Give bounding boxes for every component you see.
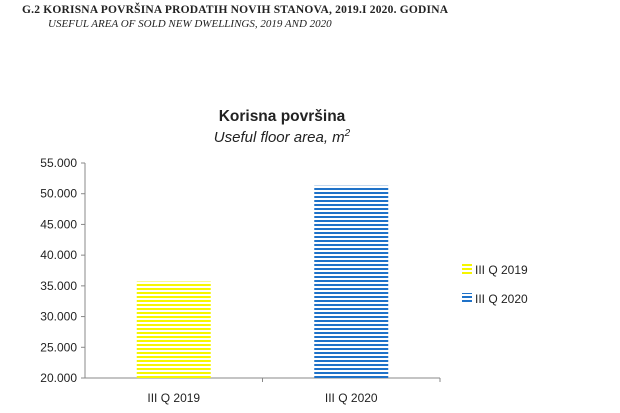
- document-header: G.2 KORISNA POVRŠINA PRODATIH NOVIH STAN…: [22, 4, 448, 30]
- bar-iii-q-2020: [314, 185, 389, 378]
- y-tick-label: 30.000: [40, 310, 77, 324]
- y-tick-label: 25.000: [40, 340, 77, 354]
- y-tick-label: 20.000: [40, 371, 77, 385]
- legend-swatch: [462, 264, 472, 274]
- x-tick-label: III Q 2019: [147, 391, 200, 405]
- x-tick-label: III Q 2020: [325, 391, 378, 405]
- chart-title: Korisna površina: [219, 108, 346, 125]
- chart-legend: III Q 2019 III Q 2020: [462, 263, 528, 306]
- y-tick-label: 35.000: [40, 279, 77, 293]
- legend-label: III Q 2020: [475, 292, 528, 306]
- legend-swatch: [462, 293, 472, 303]
- legend-label: III Q 2019: [475, 263, 528, 277]
- chart-subtitle: Useful floor area, m2: [214, 128, 351, 146]
- document-subtitle: USEFUL AREA OF SOLD NEW DWELLINGS, 2019 …: [48, 18, 332, 30]
- y-tick-label: 45.000: [40, 217, 77, 231]
- y-tick-label: 55.000: [40, 156, 77, 170]
- chart-subtitle-text: Useful floor area, m: [214, 129, 345, 146]
- document-title: G.2 KORISNA POVRŠINA PRODATIH NOVIH STAN…: [22, 4, 449, 16]
- chart-subtitle-superscript: 2: [344, 128, 351, 139]
- chart-bars: [136, 185, 389, 378]
- x-axis-labels: III Q 2019 III Q 2020: [147, 391, 378, 405]
- bar-iii-q-2019: [136, 281, 211, 378]
- y-tick-label: 50.000: [40, 187, 77, 201]
- y-tick-label: 40.000: [40, 248, 77, 262]
